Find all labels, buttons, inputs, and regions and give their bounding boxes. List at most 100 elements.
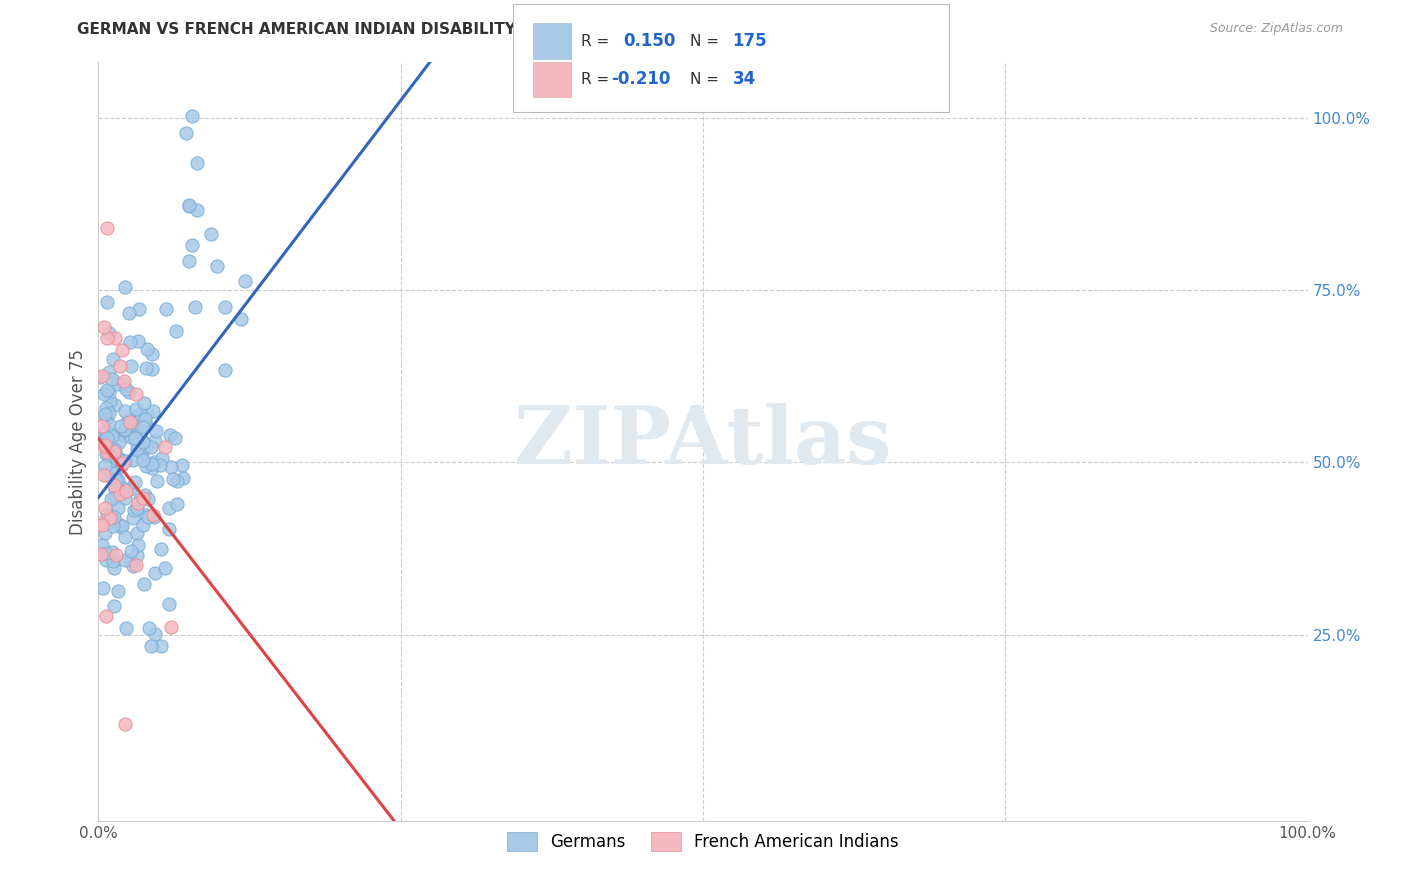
- Point: [127, 538, 149, 552]
- Point: [107, 517, 129, 532]
- Point: [134, 419, 156, 434]
- Point: [111, 456, 134, 470]
- Point: [89, 516, 111, 531]
- Point: [118, 415, 141, 429]
- Point: [214, 300, 236, 314]
- Point: [118, 413, 141, 427]
- Point: [96, 412, 118, 426]
- Point: [112, 374, 135, 388]
- Point: [127, 334, 149, 348]
- Point: [115, 383, 138, 397]
- Point: [128, 418, 150, 433]
- Point: [110, 519, 132, 533]
- Point: [112, 429, 135, 443]
- Point: [93, 440, 115, 454]
- Point: [100, 512, 122, 526]
- Point: [159, 428, 181, 442]
- Point: [107, 500, 129, 515]
- Point: [127, 548, 149, 562]
- Point: [94, 401, 117, 415]
- Point: [145, 434, 167, 448]
- Point: [142, 508, 165, 523]
- Point: [166, 474, 188, 488]
- Point: [142, 510, 165, 524]
- Point: [93, 319, 115, 334]
- Point: [110, 459, 132, 474]
- Point: [165, 432, 187, 446]
- Point: [100, 511, 122, 525]
- Point: [125, 386, 148, 401]
- Point: [114, 717, 136, 731]
- Point: [103, 561, 125, 575]
- Point: [138, 621, 160, 635]
- Y-axis label: Disability Age Over 75: Disability Age Over 75: [69, 349, 87, 534]
- Point: [157, 597, 180, 611]
- Point: [93, 467, 115, 482]
- Point: [107, 584, 129, 599]
- Point: [162, 472, 184, 486]
- Point: [100, 465, 122, 479]
- Point: [103, 491, 125, 506]
- Point: [91, 581, 114, 595]
- Point: [93, 387, 115, 401]
- Point: [96, 383, 118, 397]
- Point: [124, 431, 146, 445]
- Point: [111, 456, 134, 470]
- Point: [141, 361, 163, 376]
- Point: [153, 561, 176, 575]
- Point: [98, 365, 121, 379]
- Point: [100, 425, 122, 440]
- Point: [96, 467, 118, 482]
- Point: [96, 508, 118, 522]
- Point: [125, 424, 148, 438]
- Point: [125, 437, 148, 451]
- Legend: Germans, French American Indians: Germans, French American Indians: [501, 825, 905, 858]
- Point: [111, 452, 134, 467]
- Point: [132, 491, 155, 506]
- Point: [114, 424, 136, 438]
- Point: [96, 445, 118, 459]
- Point: [132, 420, 155, 434]
- Point: [110, 419, 132, 434]
- Point: [108, 359, 131, 373]
- Point: [125, 526, 148, 541]
- Point: [91, 369, 114, 384]
- Point: [174, 126, 197, 140]
- Point: [160, 460, 183, 475]
- Point: [118, 306, 141, 320]
- Point: [135, 508, 157, 522]
- Text: 34: 34: [733, 70, 756, 88]
- Point: [101, 450, 124, 465]
- Text: N =: N =: [690, 72, 724, 87]
- Point: [179, 254, 201, 268]
- Point: [111, 343, 134, 357]
- Point: [124, 475, 146, 490]
- Point: [145, 424, 167, 438]
- Point: [135, 459, 157, 474]
- Point: [146, 474, 169, 488]
- Point: [139, 440, 162, 454]
- Point: [131, 435, 153, 450]
- Text: Source: ZipAtlas.com: Source: ZipAtlas.com: [1209, 22, 1343, 36]
- Text: -0.210: -0.210: [612, 70, 671, 88]
- Point: [186, 156, 208, 170]
- Point: [170, 458, 193, 473]
- Point: [172, 471, 194, 485]
- Point: [135, 439, 157, 453]
- Text: N =: N =: [690, 34, 724, 48]
- Point: [114, 530, 136, 544]
- Point: [121, 452, 143, 467]
- Point: [94, 552, 117, 566]
- Point: [96, 609, 118, 624]
- Point: [114, 483, 136, 498]
- Point: [120, 359, 142, 373]
- Point: [150, 542, 173, 557]
- Point: [200, 227, 222, 242]
- Point: [108, 435, 131, 450]
- Point: [104, 331, 127, 345]
- Point: [120, 553, 142, 567]
- Point: [105, 474, 128, 488]
- Point: [181, 109, 204, 123]
- Point: [97, 326, 120, 340]
- Point: [104, 398, 127, 412]
